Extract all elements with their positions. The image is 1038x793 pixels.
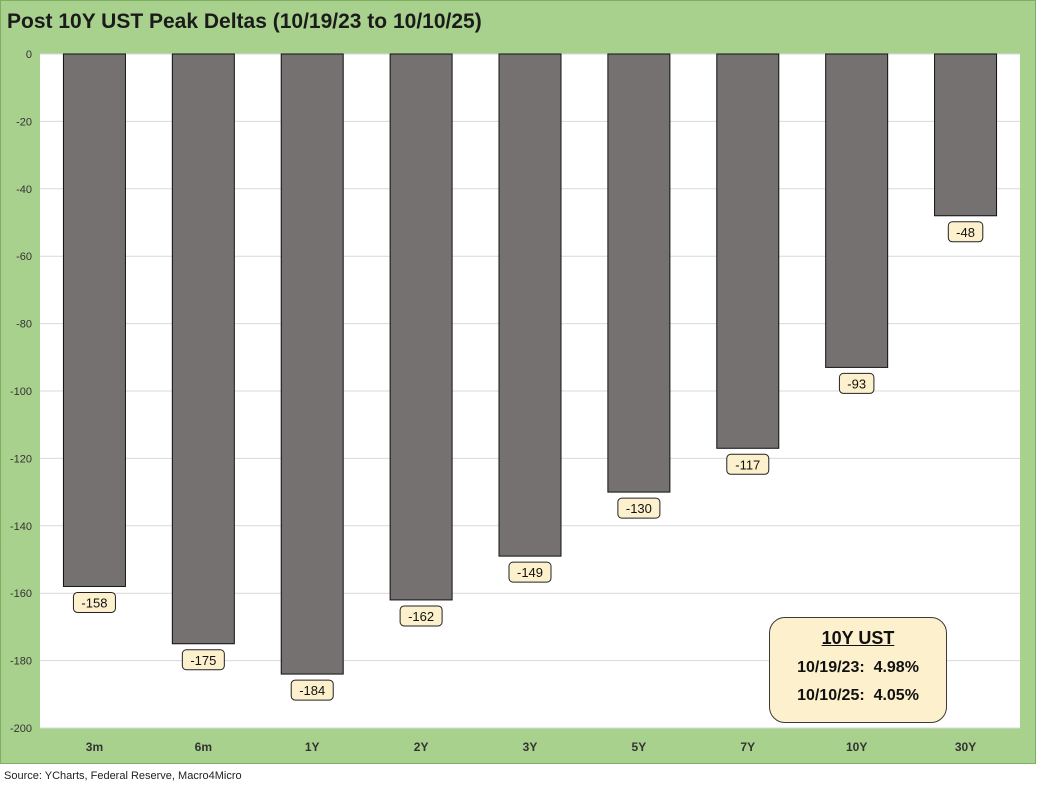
bar-6m [171,53,235,645]
x-axis-ticks: 3m 6m 1Y 2Y 3Y 5Y 7Y 10Y 30Y [86,740,976,754]
y-tick-label: -140 [10,521,32,533]
data-label: -162 [408,609,434,624]
bar-chart: 0 -20 -40 -60 -80 -100 -120 -140 -160 -180 -200 3m… [10,49,1020,754]
x-tick-label: 1Y [305,740,320,754]
bar-10Y [825,53,889,368]
info-box-title: 10Y UST [821,628,895,648]
y-tick-label: -80 [16,319,32,331]
data-label: -93 [847,376,866,391]
data-label-box [290,679,334,701]
bars [62,53,998,675]
y-tick-label: 0 [26,49,32,61]
data-label: -158 [81,595,107,610]
x-tick-label: 30Y [955,740,976,754]
y-tick-label: -20 [16,116,32,128]
info-box: 10Y UST 10/19/23: 4.98% 10/10/25: 4.05% [769,617,947,723]
x-tick-label: 3m [86,740,103,754]
info-box-row-end: 10/10/25: 4.05% [797,687,919,704]
data-label-box [617,497,661,519]
data-label-box [72,591,116,613]
y-tick-label: -100 [10,386,32,398]
bar-7Y [716,53,780,449]
data-label: -184 [299,683,325,698]
data-labels: -158 -175 -184 -162 -149 -130 -117 -93 -48 [72,221,984,701]
data-label: -130 [626,501,652,516]
bar-3Y [498,53,562,557]
x-tick-label: 2Y [414,740,429,754]
y-tick-label: -60 [16,251,32,263]
data-label: -149 [517,565,543,580]
source-note: Source: YCharts, Federal Reserve, Macro4… [4,770,242,782]
bar-3m [62,53,126,587]
x-tick-label: 10Y [846,740,867,754]
data-label-box [399,605,443,627]
y-tick-label: -120 [10,453,32,465]
data-label: -175 [190,653,216,668]
bar-2Y [389,53,453,601]
y-axis-ticks: 0 -20 -40 -60 -80 -100 -120 -140 -160 -180 -200 [10,49,32,735]
data-label-box [947,221,984,243]
bar-1Y [280,53,344,675]
y-tick-label: -160 [10,588,32,600]
y-tick-label: -40 [16,184,32,196]
bar-5Y [607,53,671,493]
bar-30Y [934,53,998,217]
data-label-box [181,649,225,671]
y-tick-label: -180 [10,656,32,668]
chart-title: Post 10Y UST Peak Deltas (10/19/23 to 10… [7,10,482,33]
data-label: -48 [956,225,975,240]
data-label-box [838,372,875,394]
y-tick-label: -200 [10,723,32,735]
data-label-box [508,561,552,583]
x-tick-label: 5Y [632,740,647,754]
x-tick-label: 7Y [740,740,755,754]
info-box-row-start: 10/19/23: 4.98% [797,659,919,676]
x-tick-label: 6m [195,740,212,754]
x-tick-label: 3Y [523,740,538,754]
data-label: -117 [735,457,760,472]
data-label-box [726,453,770,475]
